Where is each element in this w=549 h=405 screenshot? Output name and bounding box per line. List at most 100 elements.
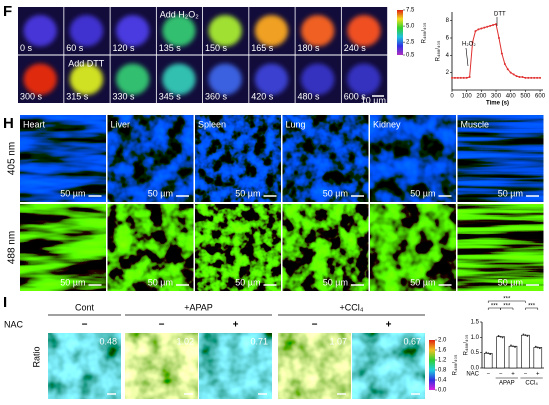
cell (254, 63, 289, 95)
colorbar-tick-label: 2.0 (438, 338, 447, 344)
panel-label: H (3, 115, 14, 132)
data-point (527, 76, 530, 79)
data-point (539, 76, 542, 79)
annotation: Add H₂O₂ (160, 9, 200, 19)
data-point (524, 76, 527, 79)
significance-bracket (525, 307, 539, 310)
x-tick-label: − (524, 372, 528, 378)
ratio-image (352, 333, 425, 399)
ratio-value: 1.07 (329, 336, 347, 346)
data-point (471, 41, 474, 44)
data-point (506, 68, 509, 71)
panel-label: F (3, 3, 12, 20)
frame-time: 420 s (251, 91, 274, 101)
data-point (453, 76, 456, 79)
data-point (480, 27, 483, 30)
bar (521, 334, 530, 369)
data-point (510, 344, 512, 347)
tissue-name: Kidney (373, 119, 401, 129)
y-tick-label: 8 (446, 18, 450, 24)
scale-bar-label: 50 µm (410, 277, 435, 287)
data-point (536, 346, 539, 349)
data-point (509, 71, 512, 74)
ratio-value: 1.02 (176, 336, 194, 346)
colorbar-tick-label: 1.2 (438, 358, 447, 364)
frame-time: 315 s (66, 91, 89, 101)
frame-time: 600 s (344, 91, 367, 101)
y-axis-label: R₄₈₈/₄₀₅ (436, 40, 442, 61)
cell (162, 63, 196, 95)
data-point (536, 76, 539, 79)
data-point (503, 63, 506, 65)
annotation: H₂O₂ (462, 42, 476, 48)
data-point (538, 347, 541, 350)
colorbar-tick-label: 5.0 (406, 24, 415, 30)
data-point (474, 30, 477, 33)
data-point (495, 23, 498, 26)
data-point (462, 76, 465, 79)
scale-bar-label: 50 µm (60, 277, 85, 287)
data-point (518, 76, 521, 78)
ratio-value: 0.71 (250, 336, 268, 346)
frame-time: 360 s (205, 91, 228, 101)
frame-time: 480 s (298, 91, 321, 101)
x-tick-label: − (486, 372, 490, 378)
data-point (489, 353, 492, 355)
cell (23, 63, 57, 95)
tissue-image (195, 115, 281, 202)
scale-bar-label: 50 µm (148, 188, 173, 198)
frame-time: 120 s (113, 43, 136, 53)
bar (533, 347, 543, 369)
tissue-image (107, 115, 194, 202)
data-point (533, 76, 536, 79)
x-tick-label: − (499, 372, 503, 378)
y-tick-label: 0.0 (471, 366, 480, 372)
cell (116, 63, 150, 95)
tissue-image (195, 204, 281, 291)
colorbar-tick-label: 0.5 (406, 53, 415, 59)
bar (496, 336, 505, 369)
row-label: 405 nm (7, 142, 18, 175)
group-label: Cont (75, 302, 95, 312)
scale-bar-label: 50 µm (410, 188, 435, 198)
group-label: +APAP (184, 302, 213, 312)
nac-sign: − (312, 320, 318, 331)
data-point (501, 336, 504, 339)
x-tick-label: 400 (506, 94, 517, 100)
tissue-image (282, 204, 369, 291)
frame-time: 0 s (20, 43, 33, 53)
tissue-image (20, 204, 106, 291)
significance-bracket (487, 300, 526, 303)
data-point (524, 334, 527, 337)
tissue-name: Spleen (198, 119, 226, 129)
cell (301, 63, 335, 95)
group-label: CCl₄ (525, 381, 538, 387)
scale-bar-label: 50 µm (498, 188, 523, 198)
cell (347, 63, 381, 95)
data-point (522, 333, 525, 336)
data-point (485, 351, 488, 354)
x-tick-label: 200 (476, 94, 487, 100)
data-point (512, 73, 515, 76)
significance-bracket (500, 307, 514, 310)
group-label: +CCl₄ (340, 302, 364, 312)
data-point (514, 346, 516, 348)
bar (483, 352, 493, 369)
cell (23, 15, 57, 47)
tissue-image (107, 204, 194, 291)
row-label: Ratio (31, 346, 41, 367)
ratio-value: 0.48 (99, 336, 117, 346)
data-point (534, 345, 537, 348)
colorbar-label: R₄₈₈/₄₀₅ (422, 22, 428, 43)
tissue-name: Heart (23, 119, 46, 129)
frame-time: 300 s (20, 91, 43, 101)
colorbar-tick-label: 0.4 (438, 378, 447, 384)
data-point (500, 52, 503, 55)
colorbar-tick-label: 7.5 (406, 8, 415, 14)
data-point (492, 24, 495, 26)
nac-sign: + (233, 320, 239, 331)
scale-bar-label: 50 µm (235, 277, 260, 287)
cell (347, 15, 381, 47)
y-tick-label: 0.5 (471, 350, 480, 356)
